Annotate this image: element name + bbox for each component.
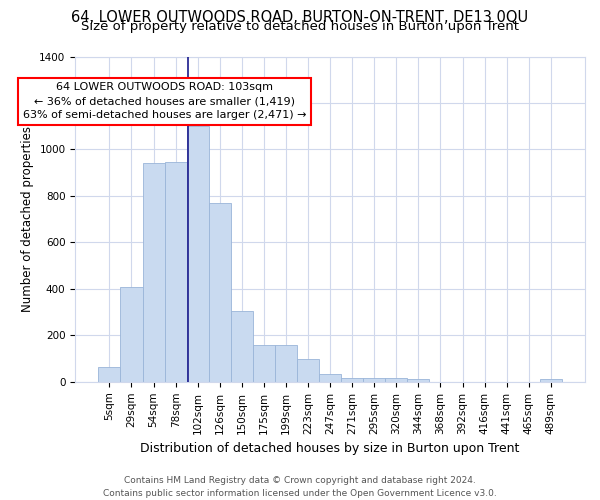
Bar bbox=[143, 164, 164, 382]
Y-axis label: Number of detached properties: Number of detached properties bbox=[20, 126, 34, 312]
Bar bbox=[540, 380, 562, 382]
Text: 64 LOWER OUTWOODS ROAD: 103sqm
← 36% of detached houses are smaller (1,419)
63% : 64 LOWER OUTWOODS ROAD: 103sqm ← 36% of … bbox=[23, 82, 307, 120]
Bar bbox=[164, 162, 187, 382]
Bar bbox=[385, 378, 407, 382]
Bar bbox=[407, 380, 430, 382]
Bar bbox=[253, 344, 275, 382]
Bar bbox=[98, 366, 121, 382]
Bar bbox=[121, 286, 143, 382]
Bar bbox=[341, 378, 363, 382]
X-axis label: Distribution of detached houses by size in Burton upon Trent: Distribution of detached houses by size … bbox=[140, 442, 520, 455]
Bar bbox=[187, 126, 209, 382]
Bar bbox=[231, 311, 253, 382]
Bar bbox=[319, 374, 341, 382]
Bar bbox=[275, 344, 297, 382]
Bar bbox=[297, 358, 319, 382]
Bar bbox=[209, 203, 231, 382]
Bar bbox=[363, 378, 385, 382]
Text: Contains HM Land Registry data © Crown copyright and database right 2024.
Contai: Contains HM Land Registry data © Crown c… bbox=[103, 476, 497, 498]
Text: Size of property relative to detached houses in Burton upon Trent: Size of property relative to detached ho… bbox=[81, 20, 519, 33]
Text: 64, LOWER OUTWOODS ROAD, BURTON-ON-TRENT, DE13 0QU: 64, LOWER OUTWOODS ROAD, BURTON-ON-TRENT… bbox=[71, 10, 529, 25]
